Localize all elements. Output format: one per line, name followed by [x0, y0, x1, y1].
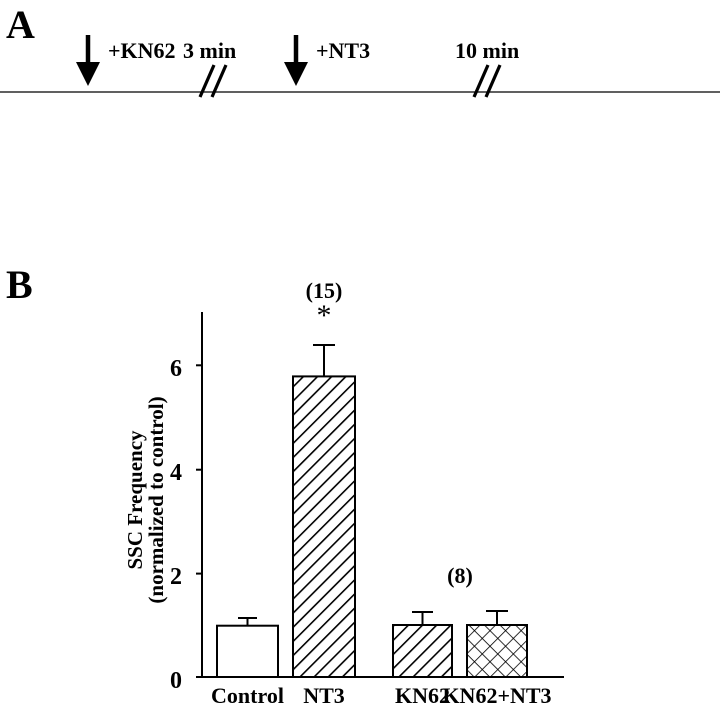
svg-text:NT3: NT3	[303, 683, 345, 708]
svg-text:+KN62: +KN62	[108, 38, 176, 63]
svg-text:KN62+NT3: KN62+NT3	[442, 683, 551, 708]
svg-text:4: 4	[170, 460, 182, 486]
svg-text:6: 6	[170, 356, 182, 382]
svg-text:*: *	[317, 299, 332, 332]
svg-text:(normalized to control): (normalized to control)	[144, 396, 168, 603]
svg-text:10 min: 10 min	[455, 38, 519, 63]
svg-text:A: A	[6, 2, 35, 47]
svg-text:(15): (15)	[306, 278, 343, 303]
svg-text:B: B	[6, 262, 33, 307]
svg-text:3 min: 3 min	[183, 38, 236, 63]
svg-text:(8): (8)	[447, 563, 473, 588]
svg-text:0: 0	[170, 668, 182, 694]
svg-text:+NT3: +NT3	[316, 38, 370, 63]
svg-text:2: 2	[170, 564, 182, 590]
svg-text:Control: Control	[211, 683, 284, 708]
